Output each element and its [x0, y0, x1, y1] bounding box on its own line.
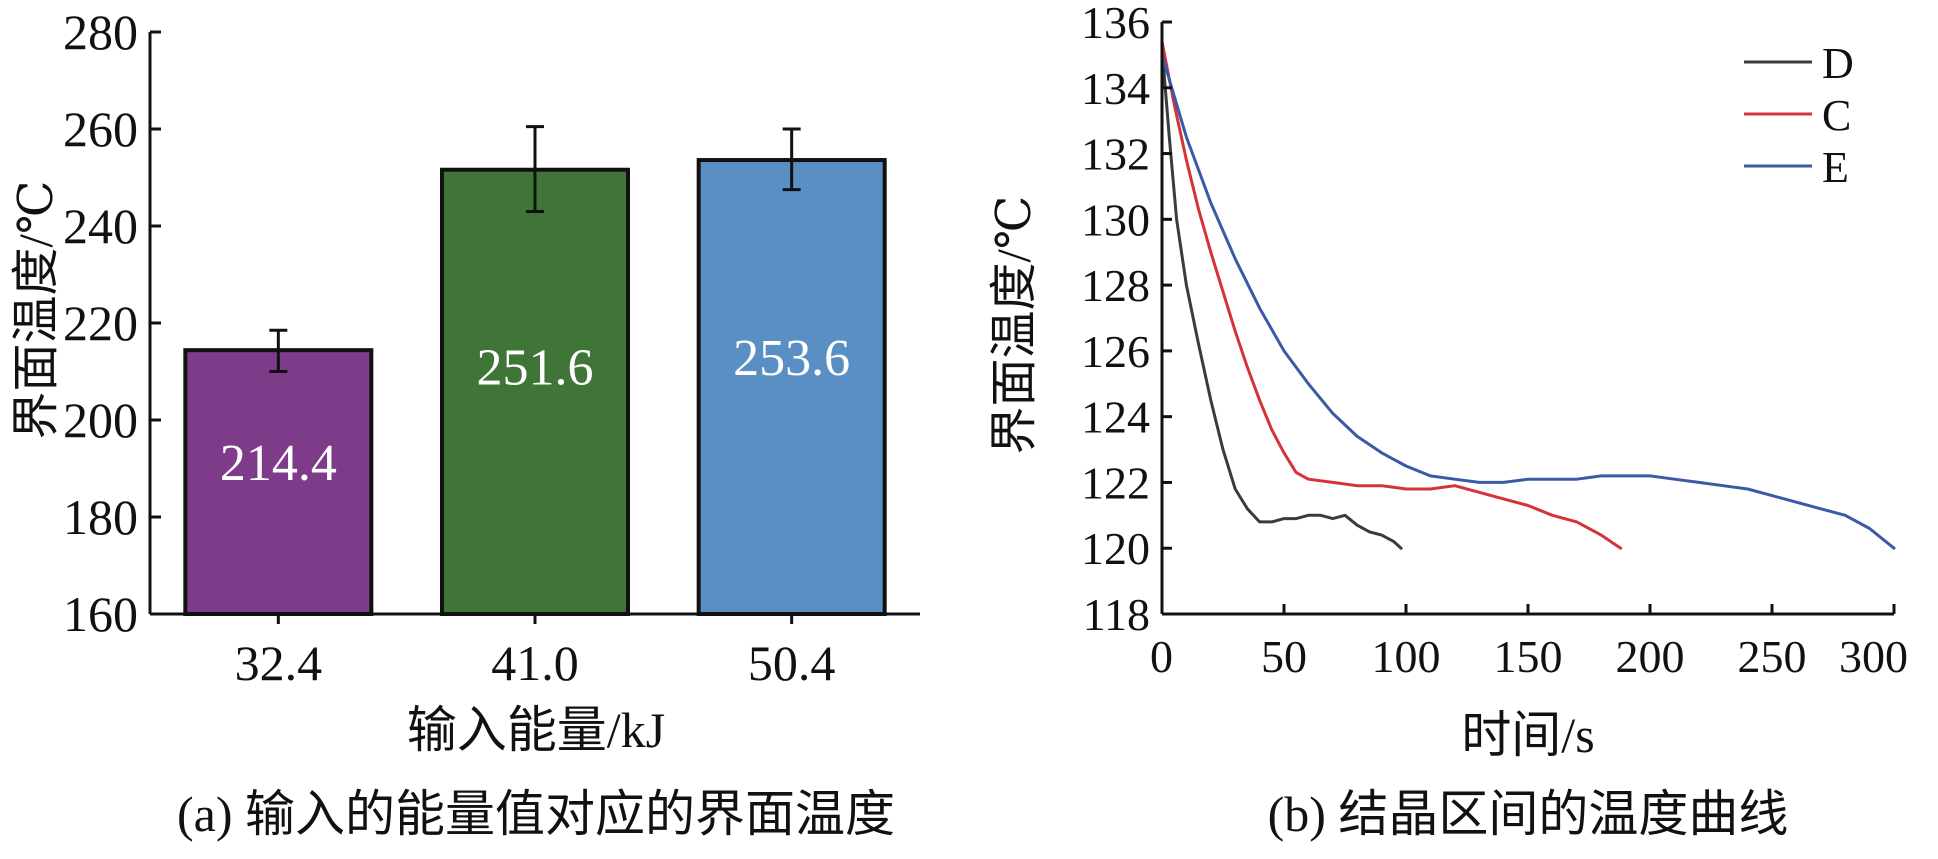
series-line: [1160, 40, 1623, 550]
x-tick-label: 50: [1261, 631, 1307, 682]
bar-chart-x-axis-label: 输入能量/kJ: [407, 702, 665, 758]
legend-label: D: [1822, 39, 1854, 88]
x-tick-label: 50.4: [748, 635, 836, 691]
bar-data-label: 251.6: [477, 340, 594, 397]
y-tick-label: 132: [1081, 129, 1150, 180]
y-tick-label: 118: [1083, 589, 1150, 640]
y-tick-label: 120: [1081, 523, 1150, 574]
data-label-group: 214.4 251.6 253.6: [220, 330, 850, 492]
x-tick-label: 150: [1494, 631, 1563, 682]
line-chart-panel: 118 120 122 124 126 128 130 132 134 136 0 50 100 150 2…: [988, 0, 1908, 842]
line-chart-legend: DCE: [1744, 39, 1854, 192]
error-bar-group: [269, 125, 801, 373]
line-chart-y-axis-label: 界面温度/℃: [988, 195, 1041, 454]
bar-data-label: 253.6: [733, 330, 850, 387]
line-chart-x-axis-label: 时间/s: [1461, 707, 1594, 763]
y-tick-label: 200: [63, 392, 138, 448]
bar-chart-panel: 214.4 251.6 253.6 32.4 41.0 50.4 160 180 200 220…: [10, 4, 920, 842]
x-tick-label: 41.0: [491, 635, 579, 691]
line-series-group: [1160, 40, 1896, 550]
legend-label: C: [1822, 91, 1851, 140]
bar-data-label: 214.4: [220, 435, 337, 492]
y-tick-label: 130: [1081, 194, 1150, 245]
line-chart-axes: 118 120 122 124 126 128 130 132 134 136 0 50 100 150 2…: [1081, 0, 1908, 682]
y-tick-label: 136: [1081, 0, 1150, 48]
legend-label: E: [1822, 143, 1849, 192]
bar: [183, 348, 374, 616]
y-tick-label: 280: [63, 4, 138, 60]
x-tick-label: 100: [1372, 631, 1441, 682]
y-tick-label: 240: [63, 198, 138, 254]
y-tick-label: 122: [1081, 457, 1150, 508]
y-tick-label: 126: [1081, 326, 1150, 377]
panel-a-caption: (a) 输入的能量值对应的界面温度: [177, 786, 895, 842]
x-tick-label: 0: [1150, 631, 1173, 682]
panel-b-caption: (b) 结晶区间的温度曲线: [1268, 786, 1789, 842]
y-tick-label: 160: [63, 586, 138, 642]
bar-chart-axes: 32.4 41.0 50.4 160 180 200 220 240 260 280: [63, 4, 920, 691]
y-tick-label: 134: [1081, 63, 1150, 114]
x-tick-label: 250: [1738, 631, 1807, 682]
x-tick-label: 300: [1839, 631, 1908, 682]
bar: [440, 167, 630, 617]
series-line: [1160, 53, 1896, 550]
bar-chart-y-axis-label: 界面温度/℃: [10, 180, 63, 439]
y-tick-label: 124: [1081, 392, 1150, 443]
series-line: [1160, 46, 1403, 550]
y-tick-label: 180: [63, 489, 138, 545]
y-tick-label: 128: [1081, 260, 1150, 311]
y-tick-label: 260: [63, 101, 138, 157]
y-tick-label: 220: [63, 295, 138, 351]
x-tick-label: 32.4: [235, 635, 323, 691]
x-tick-label: 200: [1616, 631, 1685, 682]
